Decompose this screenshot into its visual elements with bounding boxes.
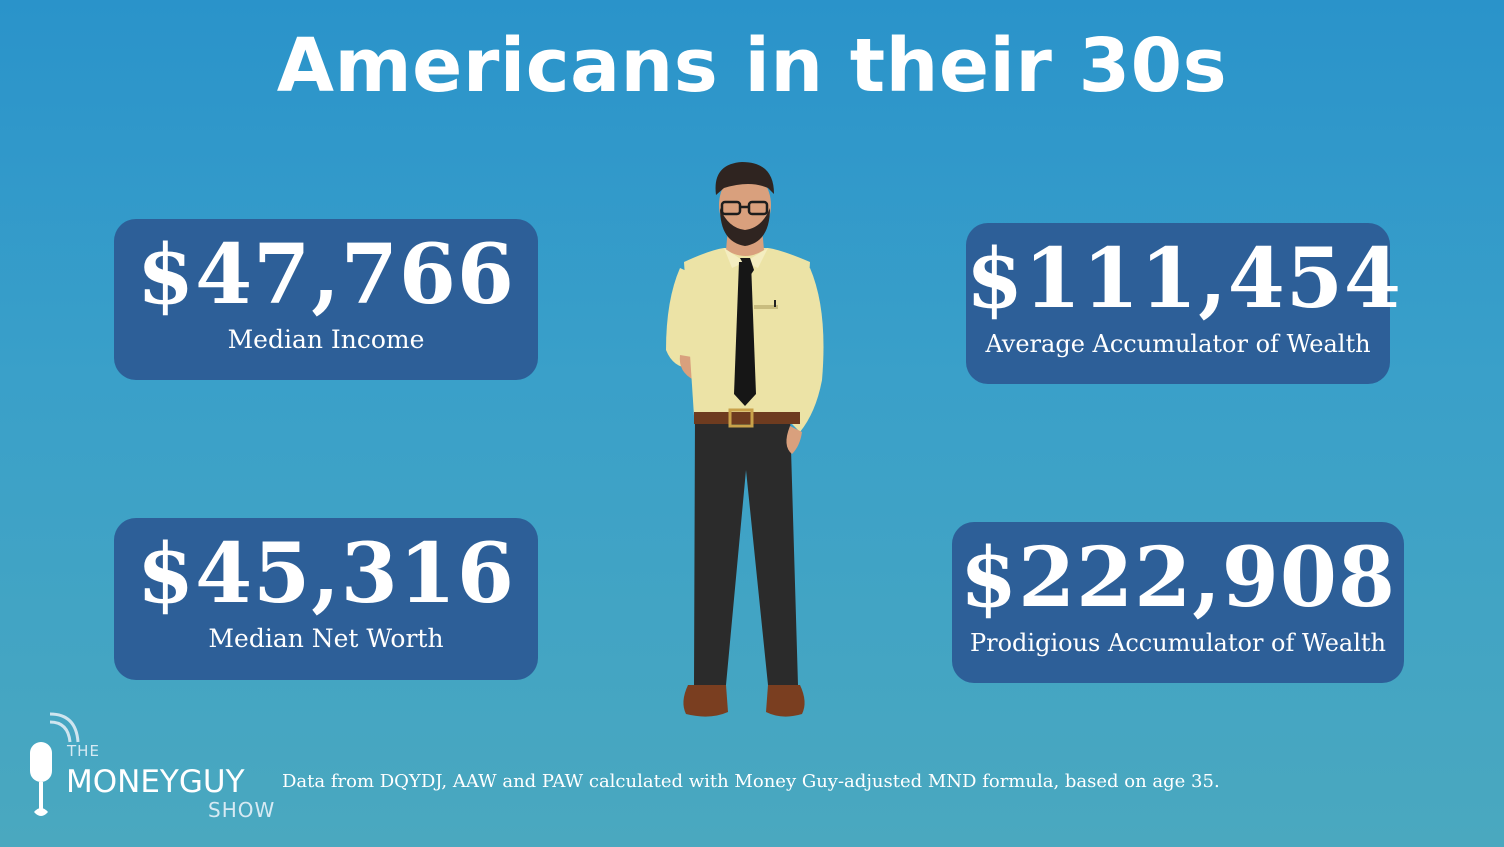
page-title: Americans in their 30s: [276, 23, 1228, 109]
man-illustration: [666, 162, 824, 717]
median-income-card: $47,766 Median Income: [114, 219, 538, 380]
logo-main-text: MONEYGUY: [66, 764, 245, 800]
median-income-label: Median Income: [227, 325, 425, 354]
median-income-value: $47,766: [137, 227, 515, 323]
prodigious-accumulator-value: $222,908: [960, 530, 1396, 626]
data-source-footnote: Data from DQYDJ, AAW and PAW calculated …: [282, 771, 1220, 792]
prodigious-accumulator-card: $222,908 Prodigious Accumulator of Wealt…: [952, 522, 1404, 683]
logo-the-text: THE: [67, 742, 100, 760]
average-accumulator-card: $111,454 Average Accumulator of Wealth: [966, 223, 1402, 384]
logo-show-text: SHOW: [208, 798, 276, 822]
prodigious-accumulator-label: Prodigious Accumulator of Wealth: [969, 629, 1387, 657]
microphone-icon: [30, 712, 80, 816]
median-net-worth-card: $45,316 Median Net Worth: [114, 518, 538, 680]
median-net-worth-value: $45,316: [137, 526, 515, 622]
median-net-worth-label: Median Net Worth: [208, 624, 444, 653]
average-accumulator-label: Average Accumulator of Wealth: [985, 330, 1371, 358]
moneyguy-show-logo: THE MONEYGUY SHOW: [20, 712, 290, 832]
average-accumulator-value: $111,454: [966, 231, 1402, 327]
